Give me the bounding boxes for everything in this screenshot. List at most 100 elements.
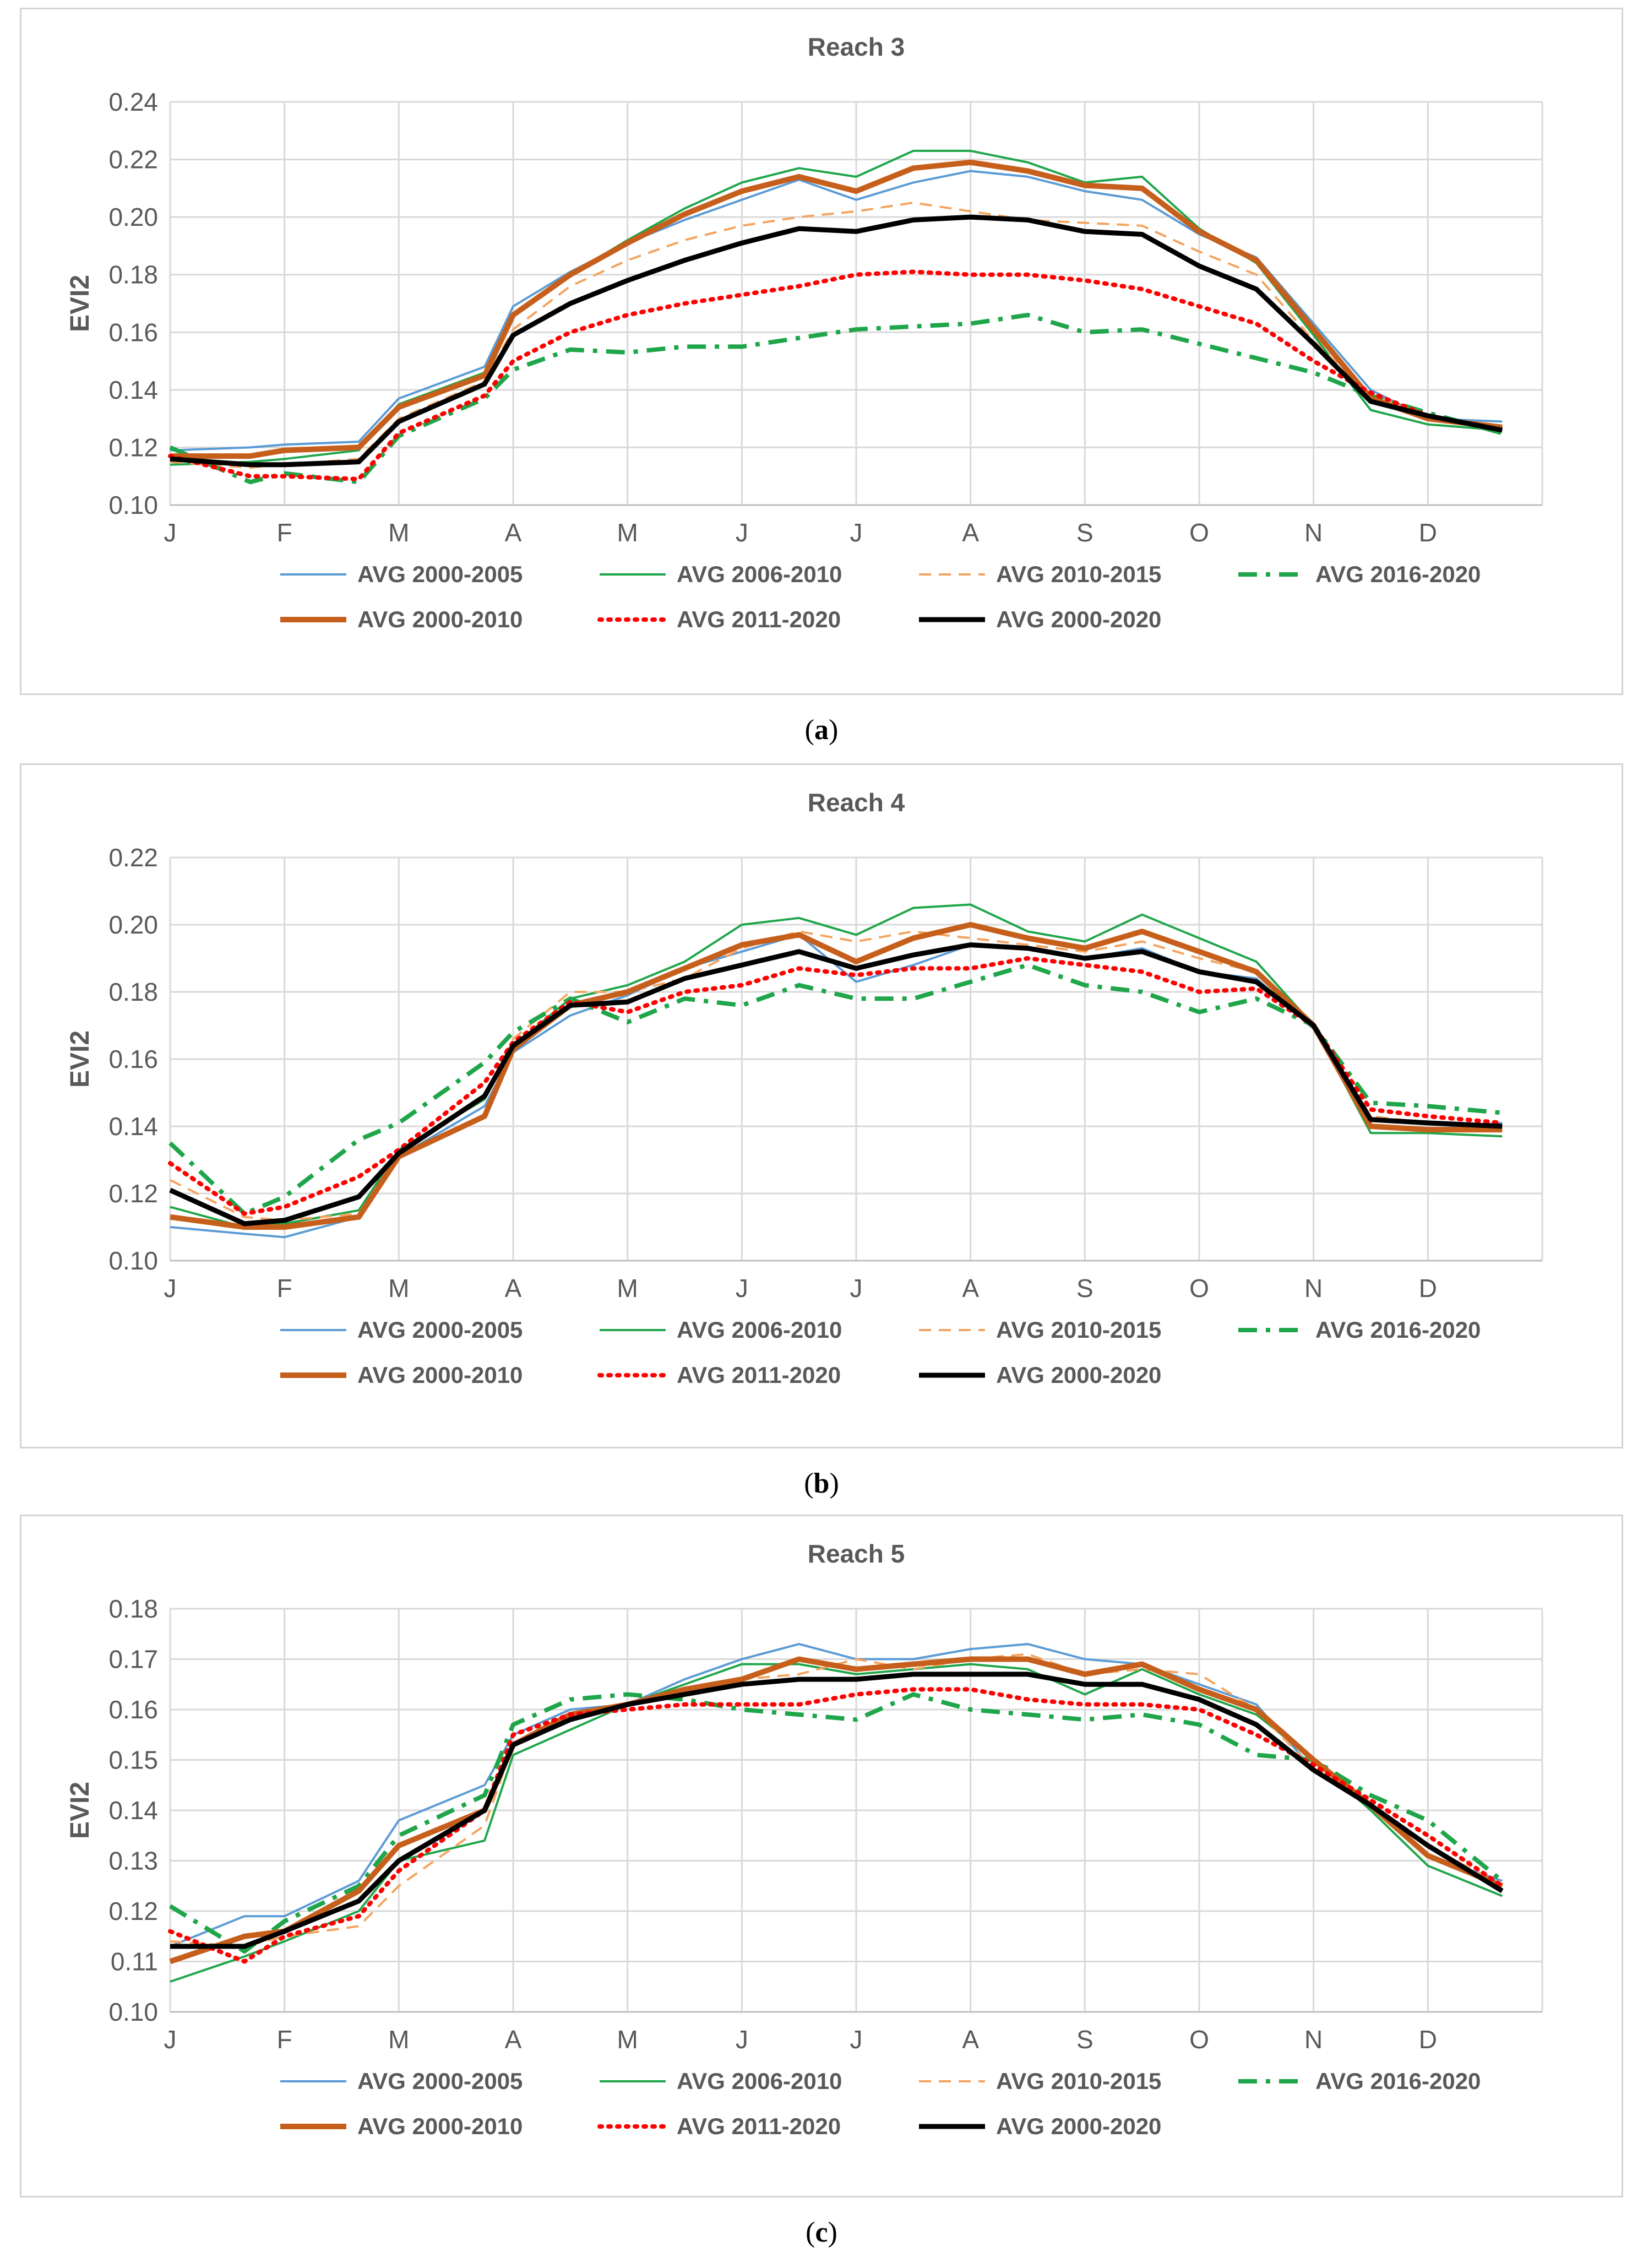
series-line-avg-2006-2010 <box>170 1663 1503 1983</box>
legend-label-avg-2000-2005: AVG 2000-2005 <box>357 2068 523 2094</box>
y-tick-label: 0.18 <box>108 1594 158 1623</box>
x-tick-label: J <box>850 1274 863 1303</box>
x-tick-label: D <box>1419 1274 1437 1303</box>
legend-label-avg-2000-2005: AVG 2000-2005 <box>357 1317 523 1343</box>
y-tick-label: 0.14 <box>108 1112 158 1141</box>
legend-label-avg-2006-2010: AVG 2006-2010 <box>677 561 842 587</box>
series-line-avg-2000-2020 <box>170 1672 1504 1949</box>
x-tick-label: N <box>1304 1274 1323 1303</box>
y-tick-label: 0.22 <box>108 145 158 174</box>
y-tick-label: 0.14 <box>108 1796 158 1825</box>
y-tick-label: 0.20 <box>108 203 158 231</box>
legend-label-avg-2000-2010: AVG 2000-2010 <box>357 2113 523 2139</box>
y-tick-label: 0.13 <box>108 1847 158 1875</box>
legend-label-avg-2010-2015: AVG 2010-2015 <box>996 1317 1161 1343</box>
x-tick-label: J <box>164 518 177 547</box>
series-line-avg-2011-2020 <box>168 1687 1505 1964</box>
y-tick-label: 0.10 <box>108 1998 158 2026</box>
y-tick-label: 0.20 <box>108 910 158 939</box>
y-tick-label: 0.12 <box>108 1179 158 1208</box>
y-tick-label: 0.22 <box>108 843 158 872</box>
x-tick-label: J <box>736 1274 748 1303</box>
panel-caption-c: (c) <box>806 2217 837 2248</box>
series-line-avg-2006-2010 <box>170 149 1503 466</box>
series-line-avg-2000-2020 <box>170 214 1503 468</box>
x-tick-label: F <box>277 1274 292 1303</box>
x-tick-label: F <box>277 2025 292 2054</box>
chart-svg-reach-4: Reach 4 EVI2 0.10 0.12 0.14 0.16 0.18 0.20 0.22 J… <box>66 788 1543 1388</box>
y-tick-label: 0.10 <box>108 491 158 519</box>
x-tick-label: M <box>617 1274 638 1303</box>
legend-label-avg-2016-2020: AVG 2016-2020 <box>1315 561 1481 587</box>
legend-label-avg-2011-2020: AVG 2011-2020 <box>677 2113 841 2139</box>
x-tick-label: D <box>1419 518 1437 547</box>
y-axis-label: EVI2 <box>66 1030 95 1088</box>
x-tick-label: S <box>1076 1274 1093 1303</box>
chart-title: Reach 5 <box>808 1539 905 1568</box>
x-tick-label: M <box>388 2025 409 2054</box>
x-tick-label: O <box>1189 2025 1209 2054</box>
y-tick-label: 0.12 <box>108 1897 158 1925</box>
x-tick-label: N <box>1304 2025 1323 2054</box>
y-tick-label: 0.14 <box>108 376 158 404</box>
x-tick-label: A <box>962 1274 979 1303</box>
series-line-avg-2000-2010 <box>170 159 1503 459</box>
y-tick-label: 0.24 <box>108 88 158 116</box>
chart-svg-reach-5: Reach 5 EVI2 0.10 0.11 0.12 0.13 0.14 0.15 0.16 0… <box>66 1539 1543 2139</box>
chart-panel-reach-4: Reach 4 EVI2 0.10 0.12 0.14 0.16 0.18 0.20 0.22 J… <box>20 763 1623 1448</box>
y-axis-label: EVI2 <box>66 275 95 332</box>
series-line-avg-2000-2010 <box>169 1656 1504 1965</box>
series-line-avg-2000-2005 <box>170 170 1503 452</box>
x-tick-label: J <box>850 518 863 547</box>
y-tick-label: 0.18 <box>108 978 158 1006</box>
chart-title: Reach 3 <box>808 32 905 61</box>
legend-label-avg-2011-2020: AVG 2011-2020 <box>677 1362 841 1388</box>
x-tick-label: N <box>1304 518 1323 547</box>
series-line-avg-2000-2010 <box>170 922 1503 1230</box>
legend-label-avg-2010-2015: AVG 2010-2015 <box>996 561 1161 587</box>
x-tick-label: A <box>505 2025 522 2054</box>
y-tick-label: 0.18 <box>108 261 158 289</box>
y-tick-label: 0.10 <box>108 1246 158 1275</box>
y-tick-label: 0.16 <box>108 1695 158 1724</box>
x-tick-label: J <box>164 1274 177 1303</box>
x-tick-label: M <box>388 1274 409 1303</box>
y-axis-label: EVI2 <box>66 1782 95 1839</box>
legend-label-avg-2000-2010: AVG 2000-2010 <box>357 1362 523 1388</box>
chart-title: Reach 4 <box>808 788 905 817</box>
x-tick-label: A <box>505 1274 522 1303</box>
legend-label-avg-2010-2015: AVG 2010-2015 <box>996 2068 1161 2094</box>
x-tick-label: D <box>1419 2025 1437 2054</box>
series-line-avg-2016-2020 <box>168 963 1503 1216</box>
x-tick-label: O <box>1189 1274 1209 1303</box>
x-tick-label: J <box>164 2025 177 2054</box>
y-tick-label: 0.16 <box>108 318 158 346</box>
x-tick-label: F <box>277 518 292 547</box>
series-line-avg-2010-2015 <box>170 202 1503 469</box>
x-tick-label: O <box>1189 518 1209 547</box>
legend-label-avg-2011-2020: AVG 2011-2020 <box>677 606 841 632</box>
x-tick-label: J <box>850 2025 863 2054</box>
legend-label-avg-2000-2020: AVG 2000-2020 <box>996 2113 1161 2139</box>
series-line-avg-2016-2020 <box>169 312 1503 485</box>
chart-svg-reach-3: Reach 3 EVI2 0.10 0.12 0.14 0.16 0.18 0.20 0.22 0… <box>66 32 1543 632</box>
y-tick-label: 0.17 <box>108 1645 158 1674</box>
legend-label-avg-2000-2005: AVG 2000-2005 <box>357 561 523 587</box>
series-line-avg-2011-2020 <box>168 269 1505 481</box>
chart-panel-reach-3: Reach 3 EVI2 0.10 0.12 0.14 0.16 0.18 0.20 0.22 0… <box>20 8 1623 695</box>
y-tick-label: 0.16 <box>108 1045 158 1073</box>
y-tick-label: 0.15 <box>108 1746 158 1775</box>
x-tick-label: A <box>962 2025 979 2054</box>
panel-caption-a: (a) <box>804 714 839 746</box>
x-tick-label: J <box>736 2025 748 2054</box>
y-tick-label: 0.11 <box>111 1947 158 1976</box>
series-line-avg-2011-2020 <box>168 956 1505 1216</box>
panel-caption-b: (b) <box>804 1468 839 1499</box>
chart-panel-reach-5: Reach 5 EVI2 0.10 0.11 0.12 0.13 0.14 0.15 0.16 0… <box>20 1515 1623 2198</box>
x-tick-label: M <box>617 518 638 547</box>
x-tick-label: S <box>1076 2025 1093 2054</box>
legend-label-avg-2000-2020: AVG 2000-2020 <box>996 1362 1161 1388</box>
x-tick-label: J <box>736 518 748 547</box>
x-tick-label: A <box>505 518 522 547</box>
x-tick-label: S <box>1076 518 1093 547</box>
